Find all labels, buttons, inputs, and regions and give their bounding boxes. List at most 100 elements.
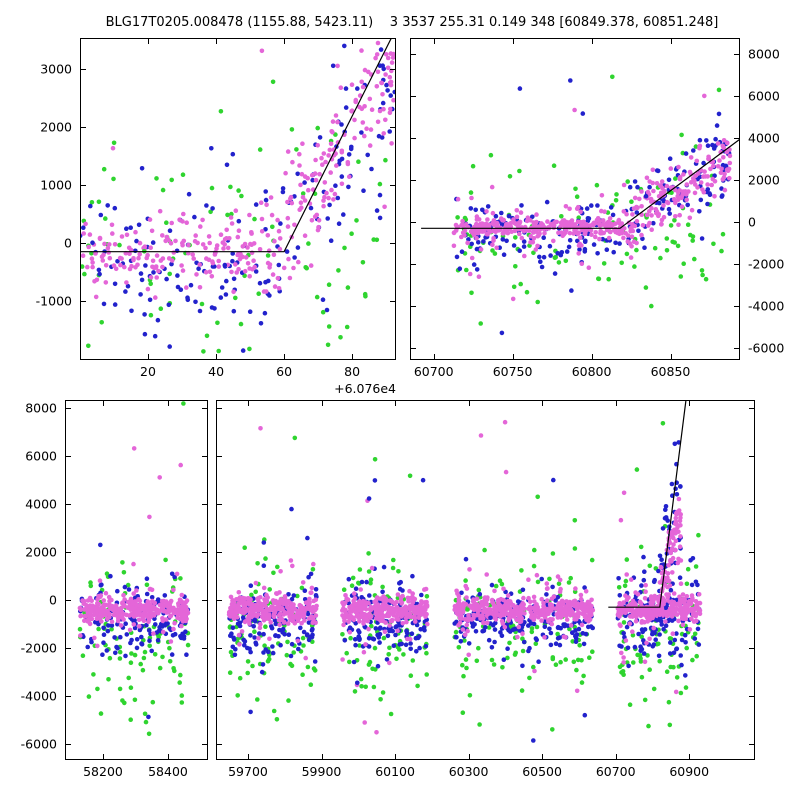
data-point-magenta — [275, 275, 281, 281]
data-point-magenta — [399, 614, 404, 619]
data-point-blue — [400, 588, 405, 593]
data-point-magenta — [499, 618, 505, 624]
data-point-green — [178, 672, 183, 678]
data-point-magenta — [692, 611, 697, 617]
data-point-magenta — [544, 586, 550, 591]
data-point-magenta — [131, 591, 136, 596]
data-point-green — [201, 349, 206, 354]
data-point-green — [570, 639, 575, 644]
data-point-blue — [639, 583, 644, 588]
data-point-blue — [397, 623, 402, 628]
data-point-blue — [504, 238, 509, 244]
data-point-green — [295, 593, 300, 599]
data-point-magenta — [677, 188, 682, 193]
data-point-magenta — [419, 601, 424, 606]
data-point-blue — [711, 146, 717, 151]
data-point-magenta — [587, 223, 593, 228]
data-point-magenta — [544, 598, 550, 603]
data-point-green — [620, 669, 626, 674]
data-point-blue — [155, 638, 161, 643]
data-point-blue — [472, 622, 477, 627]
data-point-magenta — [97, 578, 103, 583]
data-point-magenta — [669, 546, 675, 551]
data-point-blue — [373, 626, 379, 631]
data-point-magenta — [687, 627, 693, 632]
data-point-green — [500, 665, 505, 670]
data-point-blue — [123, 621, 128, 626]
data-point-green — [552, 255, 558, 260]
data-point-green — [209, 185, 215, 191]
data-point-blue — [342, 43, 347, 49]
data-point-green — [531, 664, 536, 670]
data-point-green — [477, 722, 482, 727]
data-point-magenta — [383, 72, 388, 77]
data-point-green — [647, 667, 652, 672]
data-point-green — [678, 274, 684, 279]
y-tick-label: 1000 — [40, 178, 72, 193]
data-point-magenta — [474, 235, 479, 241]
y-tick-label: 2000 — [40, 120, 72, 135]
data-point-magenta — [140, 614, 145, 619]
data-point-green — [527, 675, 532, 681]
data-point-magenta — [480, 221, 485, 227]
data-point-blue — [381, 66, 387, 72]
data-point-magenta — [532, 599, 537, 604]
data-point-blue — [537, 254, 542, 260]
zoom-left-scatter-points — [80, 38, 396, 360]
data-point-magenta — [263, 608, 269, 613]
data-point-blue — [642, 569, 647, 574]
data-point-magenta — [518, 210, 524, 215]
data-point-magenta — [623, 638, 629, 643]
data-point-magenta — [675, 197, 681, 203]
data-point-magenta — [312, 171, 318, 176]
data-point-blue — [672, 637, 678, 643]
data-point-magenta — [302, 608, 307, 614]
data-point-blue — [679, 662, 684, 668]
data-point-magenta — [158, 258, 164, 263]
data-point-magenta — [164, 617, 169, 622]
data-point-green — [228, 649, 234, 655]
data-point-blue — [474, 267, 480, 272]
data-point-blue — [270, 644, 275, 649]
data-point-green — [386, 652, 392, 657]
data-point-blue — [650, 631, 655, 637]
data-point-magenta — [569, 219, 574, 225]
data-point-magenta — [95, 600, 100, 606]
data-point-magenta — [487, 606, 492, 612]
data-point-magenta — [330, 119, 336, 124]
data-point-magenta — [292, 615, 298, 620]
data-point-blue — [242, 639, 248, 644]
data-point-magenta — [100, 258, 106, 263]
data-point-blue — [586, 624, 591, 630]
data-point-green — [255, 561, 260, 566]
data-point-magenta — [253, 602, 258, 608]
data-point-magenta — [103, 263, 109, 268]
data-point-blue — [488, 615, 493, 621]
data-point-magenta — [578, 596, 584, 602]
data-point-magenta — [718, 170, 724, 176]
data-point-blue — [328, 238, 334, 243]
data-point-green — [218, 109, 224, 114]
data-point-green — [490, 248, 495, 253]
data-point-green — [356, 580, 361, 586]
y-tick-label: -6000 — [748, 341, 784, 356]
data-point-green — [566, 580, 572, 585]
data-point-blue — [570, 630, 575, 635]
data-point-magenta — [204, 256, 209, 261]
data-point-magenta — [380, 614, 385, 620]
data-point-magenta — [376, 605, 382, 611]
data-point-green — [630, 632, 636, 638]
data-point-green — [512, 652, 518, 657]
data-point-magenta — [722, 187, 728, 193]
data-point-green — [80, 264, 85, 269]
data-point-magenta — [458, 609, 463, 615]
data-point-green — [320, 309, 326, 315]
data-point-magenta — [532, 668, 537, 674]
data-point-magenta — [559, 598, 565, 604]
data-point-magenta — [140, 605, 145, 611]
data-point-magenta — [469, 255, 475, 261]
data-point-magenta — [659, 607, 664, 613]
y-tick-label: 0 — [748, 215, 756, 230]
data-point-green — [559, 214, 564, 219]
data-point-green — [254, 697, 260, 702]
